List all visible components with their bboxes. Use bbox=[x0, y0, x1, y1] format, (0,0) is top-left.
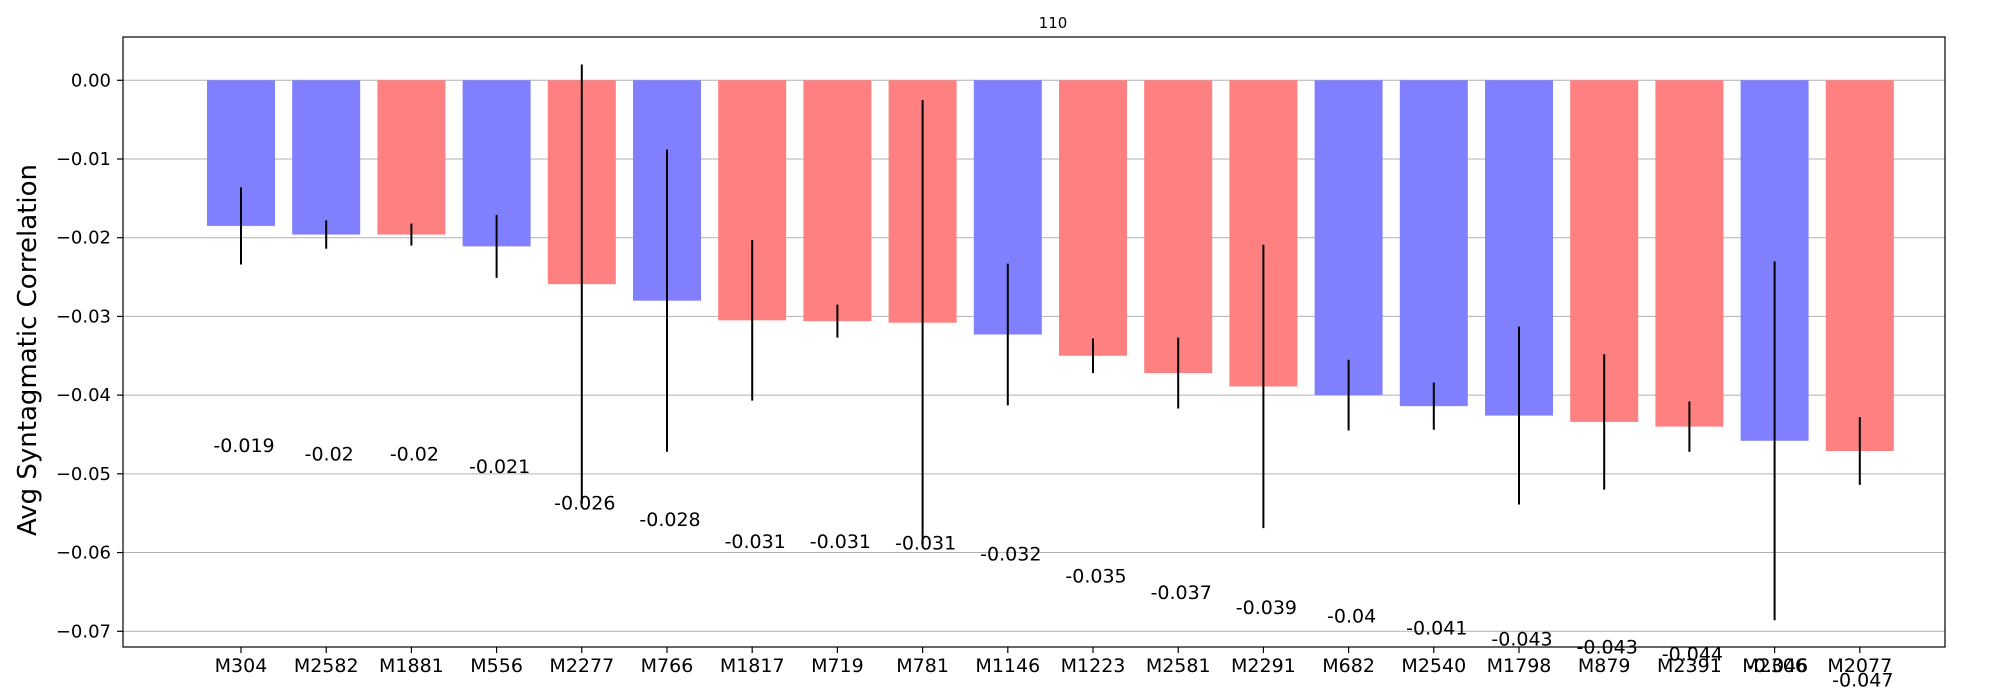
y-axis-ticks: 0.00 −0.01 −0.02 −0.03 −0.04 −0.05 −0.06 −0.07 bbox=[56, 70, 123, 642]
data-label: -0.037 bbox=[1151, 582, 1212, 604]
y-tick-label: −0.07 bbox=[56, 621, 111, 642]
x-tick-label: M1798 bbox=[1487, 655, 1552, 677]
data-label: -0.028 bbox=[639, 509, 700, 531]
y-tick-label: −0.02 bbox=[56, 228, 111, 249]
x-tick-label: M556 bbox=[470, 655, 523, 677]
x-tick-label: M2540 bbox=[1401, 655, 1466, 677]
y-tick-label: −0.01 bbox=[56, 149, 111, 170]
x-tick-label: M2581 bbox=[1146, 655, 1211, 677]
y-axis-label: Avg Syntagmatic Correlation bbox=[13, 164, 43, 536]
x-tick-label: M781 bbox=[896, 655, 949, 677]
bar bbox=[803, 80, 872, 322]
bar bbox=[1655, 80, 1724, 427]
bars bbox=[207, 80, 1894, 452]
x-tick-label: M2391 bbox=[1657, 655, 1722, 677]
data-label: -0.043 bbox=[1491, 628, 1552, 650]
x-axis-ticks: M304 M2582 M1881 M556 M2277 M766 M1817 M719 M781… bbox=[215, 647, 1892, 677]
x-tick-label: M2582 bbox=[294, 655, 359, 677]
x-tick-label: M2077 bbox=[1827, 655, 1892, 677]
data-label: -0.039 bbox=[1236, 597, 1297, 619]
x-tick-label: M1146 bbox=[975, 655, 1040, 677]
y-tick-label: −0.03 bbox=[56, 306, 111, 327]
data-label: -0.031 bbox=[895, 532, 956, 554]
x-tick-label: M1817 bbox=[720, 655, 785, 677]
bar bbox=[1399, 80, 1468, 407]
data-label: -0.044 bbox=[1662, 643, 1723, 665]
data-label: -0.02 bbox=[305, 443, 354, 465]
y-tick-label: 0.00 bbox=[71, 70, 111, 91]
x-tick-label: M304 bbox=[215, 655, 268, 677]
error-bars bbox=[240, 64, 1861, 621]
bar bbox=[1144, 80, 1213, 374]
data-labels: -0.019 -0.02 -0.02 -0.021 -0.026 -0.028 -0.031… bbox=[213, 435, 1893, 692]
y-tick-label: −0.05 bbox=[56, 464, 111, 485]
x-tick-label: M2291 bbox=[1231, 655, 1296, 677]
x-tick-label: M1223 bbox=[1061, 655, 1126, 677]
x-tick-label: M719 bbox=[811, 655, 864, 677]
data-label: -0.046 bbox=[1747, 655, 1808, 677]
bar bbox=[377, 80, 446, 235]
x-tick-label: M766 bbox=[641, 655, 694, 677]
data-label: -0.041 bbox=[1406, 617, 1467, 639]
data-label: -0.026 bbox=[554, 492, 615, 514]
y-tick-label: −0.04 bbox=[56, 385, 111, 406]
x-tick-label: M682 bbox=[1322, 655, 1375, 677]
data-label: -0.031 bbox=[725, 531, 786, 553]
data-label: -0.031 bbox=[810, 531, 871, 553]
chart-title: 110 bbox=[1039, 14, 1068, 32]
y-tick-label: −0.06 bbox=[56, 543, 111, 564]
bar bbox=[1314, 80, 1383, 396]
data-label: -0.047 bbox=[1832, 669, 1893, 691]
bar bbox=[1059, 80, 1127, 356]
data-label: -0.02 bbox=[390, 443, 439, 465]
data-label: -0.032 bbox=[980, 543, 1041, 565]
data-label: -0.021 bbox=[469, 456, 530, 478]
data-label: -0.035 bbox=[1065, 565, 1126, 587]
data-label: -0.019 bbox=[213, 435, 274, 457]
x-tick-label: M879 bbox=[1578, 655, 1631, 677]
plot-area-frame bbox=[122, 36, 1946, 648]
x-tick-label: M1881 bbox=[379, 655, 444, 677]
x-tick-label: M2306 bbox=[1742, 655, 1807, 677]
x-tick-label: M2277 bbox=[549, 655, 614, 677]
bar bbox=[292, 80, 361, 235]
data-label: -0.04 bbox=[1327, 606, 1376, 628]
bar bbox=[1825, 80, 1894, 452]
